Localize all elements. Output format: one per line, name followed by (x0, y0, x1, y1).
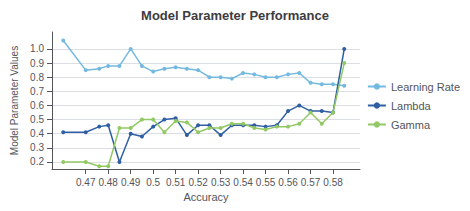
svg-text:Lambda: Lambda (391, 100, 432, 112)
svg-text:0.47: 0.47 (76, 177, 96, 188)
svg-text:0.6: 0.6 (30, 100, 44, 111)
svg-text:0.52: 0.52 (188, 177, 208, 188)
svg-text:Model Parameter Performance: Model Parameter Performance (141, 8, 329, 23)
svg-text:Model Parameter Values: Model Parameter Values (9, 46, 20, 155)
svg-text:0.48: 0.48 (98, 177, 118, 188)
svg-text:0.54: 0.54 (233, 177, 253, 188)
svg-text:0.53: 0.53 (211, 177, 231, 188)
svg-text:0.49: 0.49 (121, 177, 141, 188)
svg-text:0.55: 0.55 (256, 177, 276, 188)
svg-text:0.51: 0.51 (166, 177, 186, 188)
svg-text:0.57: 0.57 (301, 177, 321, 188)
svg-text:0.9: 0.9 (30, 58, 44, 69)
svg-text:0.7: 0.7 (30, 86, 44, 97)
svg-text:0.8: 0.8 (30, 72, 44, 83)
svg-text:0.56: 0.56 (278, 177, 298, 188)
svg-text:Gamma: Gamma (391, 119, 431, 131)
svg-text:0.3: 0.3 (30, 142, 44, 153)
svg-text:Learning Rate: Learning Rate (391, 81, 460, 93)
svg-text:Accuracy: Accuracy (183, 191, 229, 203)
svg-text:0.58: 0.58 (323, 177, 343, 188)
svg-text:0.2: 0.2 (30, 156, 44, 167)
svg-text:0.5: 0.5 (146, 177, 160, 188)
svg-text:0.5: 0.5 (30, 114, 44, 125)
svg-text:0.4: 0.4 (30, 128, 44, 139)
svg-text:1.0: 1.0 (30, 43, 44, 54)
